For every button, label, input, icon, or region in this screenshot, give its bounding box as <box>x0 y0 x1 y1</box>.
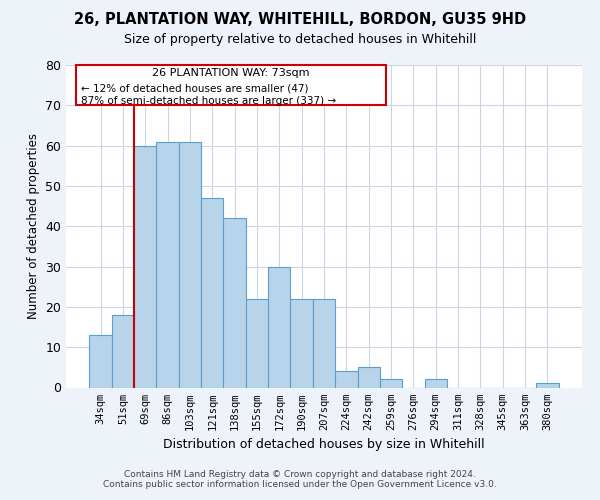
Bar <box>89 335 112 388</box>
Text: Size of property relative to detached houses in Whitehill: Size of property relative to detached ho… <box>124 32 476 46</box>
Bar <box>290 299 313 388</box>
Bar <box>112 315 134 388</box>
Bar <box>536 384 559 388</box>
Bar <box>201 198 223 388</box>
Bar <box>425 380 447 388</box>
Text: 26 PLANTATION WAY: 73sqm: 26 PLANTATION WAY: 73sqm <box>152 68 310 78</box>
Bar <box>157 142 179 388</box>
Text: ← 12% of detached houses are smaller (47): ← 12% of detached houses are smaller (47… <box>82 83 309 93</box>
Bar <box>134 146 157 388</box>
Text: 87% of semi-detached houses are larger (337) →: 87% of semi-detached houses are larger (… <box>82 96 337 106</box>
Bar <box>380 380 402 388</box>
Bar <box>268 266 290 388</box>
Bar <box>179 142 201 388</box>
Bar <box>223 218 246 388</box>
FancyBboxPatch shape <box>76 65 386 106</box>
Y-axis label: Number of detached properties: Number of detached properties <box>26 133 40 320</box>
Bar <box>313 299 335 388</box>
Bar <box>358 368 380 388</box>
Text: 26, PLANTATION WAY, WHITEHILL, BORDON, GU35 9HD: 26, PLANTATION WAY, WHITEHILL, BORDON, G… <box>74 12 526 28</box>
Text: Contains HM Land Registry data © Crown copyright and database right 2024.
Contai: Contains HM Land Registry data © Crown c… <box>103 470 497 489</box>
X-axis label: Distribution of detached houses by size in Whitehill: Distribution of detached houses by size … <box>163 438 485 451</box>
Bar <box>246 299 268 388</box>
Bar <box>335 372 358 388</box>
